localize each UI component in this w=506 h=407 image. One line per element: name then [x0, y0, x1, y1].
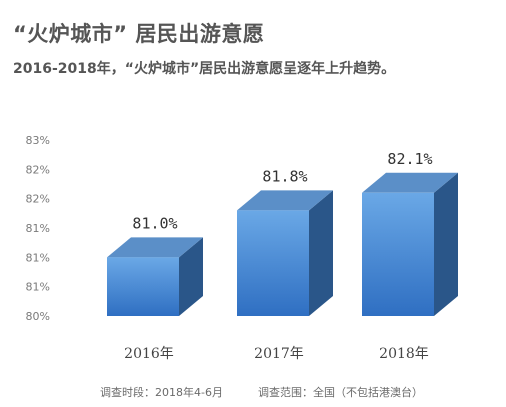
y-tick-label: 81% — [26, 281, 50, 294]
survey-scope-note: 调查范围：全国（不包括港澳台） — [258, 386, 423, 399]
y-tick-label: 82% — [26, 193, 50, 206]
chart-subtitle: 2016-2018年，“火炉城市”居民出游意愿呈逐年上升趋势。 — [13, 61, 396, 77]
bar-top — [107, 237, 203, 258]
data-label: 81.0% — [132, 214, 177, 232]
bar — [362, 172, 458, 316]
bar — [107, 237, 203, 316]
data-label: 82.1% — [387, 150, 432, 168]
y-tick-label: 81% — [26, 251, 50, 264]
y-tick-label: 82% — [26, 163, 50, 176]
y-tick-label: 83% — [26, 134, 50, 147]
y-tick-label: 80% — [26, 310, 50, 323]
labels: 81.0% 2016年 81.8% 2017年 82.1% 2018年 — [124, 150, 432, 362]
bar-front — [362, 192, 434, 316]
bars — [107, 172, 458, 316]
x-tick-label: 2016年 — [124, 346, 174, 362]
x-tick-label: 2017年 — [254, 346, 304, 362]
bar-side — [434, 172, 458, 316]
bar-side — [179, 237, 203, 316]
bar-front — [237, 210, 309, 316]
survey-period-note: 调查时段：2018年4-6月 — [100, 386, 223, 399]
bar-top — [362, 172, 458, 193]
y-axis: 80% 81% 81% 81% 82% 82% 83% — [26, 134, 50, 323]
data-label: 81.8% — [262, 167, 307, 185]
chart-title: “火炉城市” 居民出游意愿 — [13, 22, 265, 46]
x-tick-label: 2018年 — [379, 346, 429, 362]
bar-top — [237, 190, 333, 211]
y-tick-label: 81% — [26, 222, 50, 235]
bar — [237, 190, 333, 316]
bar-side — [309, 190, 333, 316]
bar-front — [107, 257, 179, 316]
